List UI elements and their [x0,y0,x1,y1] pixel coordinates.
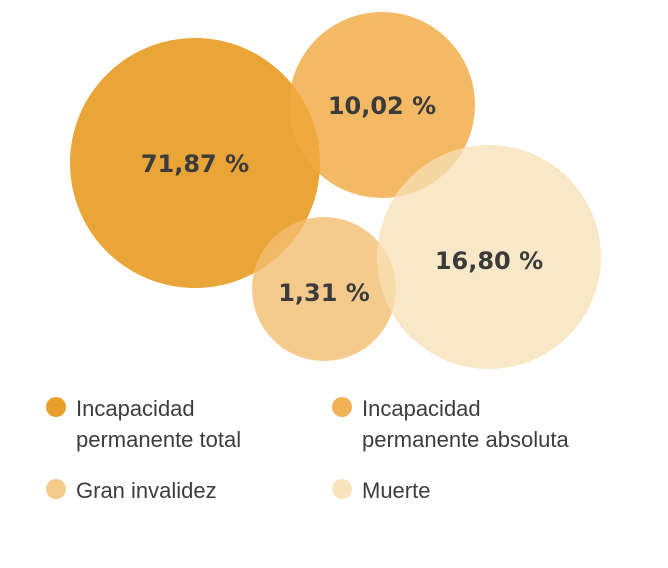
bubble-muerte [377,145,601,369]
bubble-muerte-label: 16,80 % [435,247,543,275]
bubble-incapacidad-total [70,38,320,288]
bubble-incapacidad-absoluta [289,12,475,198]
bubble-gran-invalidez [252,217,396,361]
bubble-incapacidad-total-label: 71,87 % [141,150,249,178]
bubble-incapacidad-absoluta-label: 10,02 % [328,92,436,120]
bubble-gran-invalidez-label: 1,31 % [278,279,370,307]
